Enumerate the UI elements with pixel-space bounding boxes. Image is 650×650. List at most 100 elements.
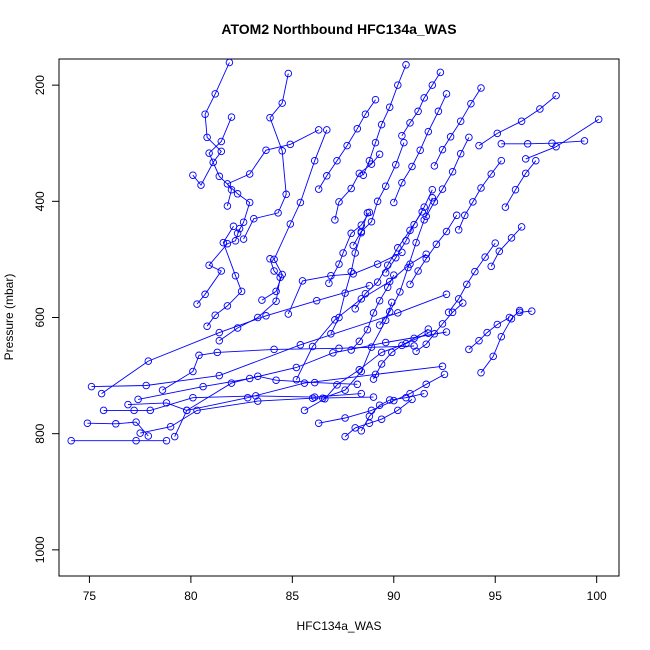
data-point [406, 226, 414, 235]
data-point [353, 124, 362, 133]
data-point [183, 406, 191, 415]
data-point [314, 185, 323, 193]
data-point [517, 117, 526, 125]
data-point [412, 347, 420, 355]
series-line [525, 119, 599, 160]
data-point [528, 307, 536, 315]
data-point [438, 145, 447, 154]
data-point [266, 113, 274, 122]
data-point [215, 172, 224, 181]
data-point [278, 99, 286, 107]
data-point [87, 382, 96, 391]
data-point [497, 140, 506, 148]
data-point [314, 419, 323, 427]
data-point [215, 371, 224, 380]
data-point [245, 170, 254, 178]
data-point [217, 147, 226, 156]
series-line [101, 285, 370, 394]
data-point [448, 308, 457, 317]
data-point [195, 351, 203, 360]
data-point [144, 432, 153, 440]
data-point [377, 120, 386, 129]
data-point [144, 357, 153, 365]
data-point [523, 140, 532, 148]
series-points [67, 59, 603, 445]
data-point [314, 126, 323, 134]
data-point [424, 325, 433, 333]
data-point [296, 198, 305, 207]
series-line [243, 73, 289, 240]
data-point [162, 436, 171, 445]
data-point [448, 167, 457, 176]
data-point [373, 278, 382, 286]
data-point [381, 338, 390, 347]
data-point [424, 329, 433, 337]
data-point [278, 147, 286, 155]
data-point [497, 332, 506, 341]
data-point [272, 376, 280, 384]
x-axis: 75 80 85 90 95 100 [83, 575, 607, 603]
data-point [266, 255, 274, 263]
data-point [231, 237, 240, 245]
data-point [329, 349, 337, 357]
data-point [465, 133, 473, 142]
data-point [383, 261, 392, 269]
data-point [205, 149, 213, 157]
data-point [239, 218, 248, 226]
data-point [310, 156, 319, 165]
data-point [223, 180, 232, 188]
data-point [430, 330, 439, 338]
data-point [339, 249, 347, 257]
data-point [217, 267, 226, 275]
data-point [402, 237, 410, 245]
data-point [308, 342, 317, 351]
data-point [442, 227, 451, 236]
data-point [375, 321, 384, 329]
data-point [361, 110, 370, 118]
data-point [388, 298, 396, 307]
data-point [223, 302, 232, 310]
data-point [292, 363, 301, 372]
data-point [404, 263, 412, 272]
data-point [215, 336, 224, 345]
data-point [489, 352, 497, 361]
series-line [295, 253, 427, 380]
data-point [428, 194, 437, 202]
data-point [385, 396, 394, 404]
data-point [402, 339, 410, 348]
data-point [331, 216, 339, 224]
data-point [284, 310, 293, 318]
data-point [495, 247, 504, 256]
data-point [398, 131, 406, 140]
data-point [189, 393, 197, 402]
data-point [400, 138, 408, 147]
data-point [363, 325, 372, 334]
data-point [594, 115, 603, 124]
data-point [67, 436, 75, 445]
x-tick-label: 100 [587, 589, 607, 603]
data-point [335, 198, 343, 206]
data-point [422, 380, 430, 389]
data-point [501, 203, 510, 211]
data-point [296, 341, 305, 349]
series-line [91, 293, 447, 388]
data-point [205, 261, 213, 269]
series-line [219, 258, 281, 342]
data-point [394, 406, 402, 415]
data-point [325, 279, 333, 287]
series-line [490, 226, 522, 267]
series-line [196, 228, 241, 305]
data-point [270, 345, 278, 354]
data-point [215, 328, 224, 337]
data-point [410, 334, 418, 343]
series-line [373, 328, 429, 380]
data-point [438, 185, 447, 193]
data-point [351, 424, 359, 432]
data-point [412, 238, 420, 247]
series-line [127, 365, 443, 411]
data-point [341, 414, 349, 422]
data-point [375, 150, 384, 159]
data-point [357, 389, 366, 398]
data-point [250, 214, 258, 223]
y-tick-label: 600 [33, 307, 47, 327]
